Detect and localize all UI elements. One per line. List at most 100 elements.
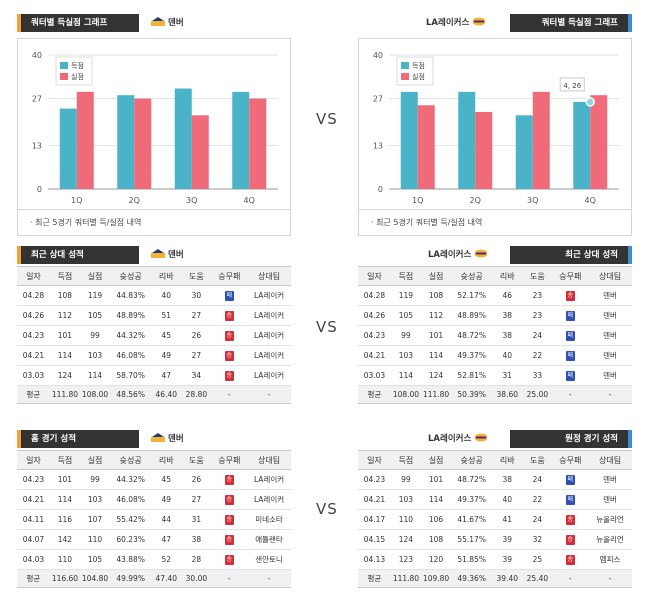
average-cell: - [247, 569, 291, 588]
average-cell: 평균 [358, 569, 391, 588]
table-cell: 110 [80, 529, 111, 550]
panel-header: 홈 경기 성적 덴버 [17, 426, 291, 448]
table-cell: 52.81% [451, 365, 493, 386]
result-badge: 승 [224, 535, 234, 545]
result-badge: 승 [224, 495, 234, 505]
x-tick-label: 1Q [412, 196, 423, 205]
table-cell: 23 [522, 285, 553, 306]
table-cell: 60.23% [110, 529, 152, 550]
average-cell: 111.80 [421, 385, 452, 404]
table-row: 04.23 99 101 48.72% 38 24 패 덴버 [358, 469, 632, 490]
bar-scored [232, 91, 250, 189]
result-badge: 패 [565, 331, 575, 341]
chart-area: 0 13 27 40 1Q 2Q 3Q 4Q 득점 실점 4, 26 [358, 38, 632, 210]
result-badge: 승 [224, 555, 234, 565]
average-cell: 평균 [17, 385, 50, 404]
result-badge: 승 [224, 351, 234, 361]
table-cell: 03.03 [17, 365, 50, 386]
table-row: 04.28 108 119 44.83% 40 30 패 LA레이커 [17, 285, 291, 306]
result-badge: 승 [565, 515, 575, 525]
opponent-cell: LA레이커 [247, 469, 291, 490]
average-cell: 49.99% [110, 569, 152, 588]
average-cell: 25.00 [522, 385, 553, 404]
table-cell: 108 [421, 285, 452, 306]
column-header: 일자 [358, 266, 391, 286]
home-table-left: 일자 득점 실점 슛성공 리바 도움 승무패 상대팀 04.23 101 99 44.32% 45 26 승… [17, 450, 291, 588]
result-badge: 패 [565, 495, 575, 505]
table-cell: 119 [80, 285, 111, 306]
x-tick-label: 3Q [527, 196, 538, 205]
team-name: LA레이커스 [428, 432, 488, 446]
bar-scored [59, 108, 77, 189]
x-tick-label: 3Q [186, 196, 197, 205]
table-cell: 04.26 [17, 305, 50, 326]
result-cell: 패 [552, 469, 589, 490]
opponent-cell: LA레이커 [247, 325, 291, 346]
legend-label: 실점 [412, 72, 425, 81]
column-header: 상대팀 [588, 450, 632, 470]
result-badge: 패 [565, 371, 575, 381]
result-cell: 패 [552, 305, 589, 326]
bar-conceded [417, 105, 435, 189]
average-cell: 111.80 [49, 385, 80, 404]
table-row: 04.03 110 105 43.88% 52 28 승 샌안토니 [17, 549, 291, 570]
column-header: 승무패 [552, 450, 589, 470]
result-cell: 승 [211, 345, 248, 366]
table-cell: 101 [421, 325, 452, 346]
average-cell: 평균 [17, 569, 50, 588]
result-cell: 승 [211, 489, 248, 510]
average-row: 평균 111.80 109.80 49.36% 39.40 25.40- - [358, 569, 632, 588]
average-cell: 49.36% [451, 569, 493, 588]
column-header: 슛성공 [451, 450, 493, 470]
table-cell: 26 [181, 469, 212, 490]
table-cell: 27 [181, 345, 212, 366]
column-header: 상대팀 [588, 266, 632, 286]
quarter-panel-left: 쿼터별 득실점 그래프 덴버 0 13 27 40 1Q 2Q 3Q 4Q 득점 실점 · 최근 … [17, 10, 291, 236]
legend-box [55, 56, 93, 86]
table-cell: 48.89% [110, 305, 152, 326]
bar-conceded [475, 111, 493, 189]
opponent-cell: LA레이커 [247, 285, 291, 306]
table-cell: 51 [151, 305, 182, 326]
table-cell: 48.72% [451, 469, 493, 490]
column-header: 리바 [492, 266, 523, 286]
average-cell: 38.60 [492, 385, 523, 404]
bar-scored [400, 91, 418, 189]
column-header: 일자 [17, 266, 50, 286]
x-tick-label: 4Q [244, 196, 255, 205]
table-cell: 108 [421, 529, 452, 550]
table-cell: 44.32% [110, 469, 152, 490]
panel-title: 홈 경기 성적 [17, 430, 139, 448]
table-cell: 22 [522, 345, 553, 366]
column-header: 실점 [421, 266, 452, 286]
table-cell: 04.23 [358, 325, 391, 346]
table-cell: 119 [390, 285, 421, 306]
table-cell: 52 [151, 549, 182, 570]
table-cell: 31 [181, 509, 212, 530]
table-cell: 124 [390, 529, 421, 550]
y-tick-label: 0 [378, 185, 383, 194]
nuggets-logo-icon [151, 17, 165, 26]
average-cell: 46.40 [151, 385, 182, 404]
average-row: 평균 116.60 104.80 49.99% 47.40 30.00- - [17, 569, 291, 588]
legend-swatch [60, 73, 68, 80]
y-tick-label: 40 [373, 51, 383, 60]
table-cell: 116 [49, 509, 80, 530]
table-row: 04.21 114 103 46.08% 49 27 승 LA레이커 [17, 489, 291, 510]
bar-conceded [249, 98, 267, 189]
table-cell: 112 [49, 305, 80, 326]
table-cell: 108 [49, 285, 80, 306]
panel-title: 원정 경기 성적 [510, 430, 632, 448]
column-header: 득점 [49, 450, 80, 470]
table-cell: 112 [421, 305, 452, 326]
panel-title: 최근 상대 성적 [17, 246, 139, 264]
opponent-cell: LA레이커 [247, 489, 291, 510]
table-cell: 142 [49, 529, 80, 550]
result-cell: 승 [211, 549, 248, 570]
table-cell: 99 [390, 469, 421, 490]
table-cell: 34 [181, 365, 212, 386]
table-cell: 46.08% [110, 345, 152, 366]
table-cell: 04.23 [17, 325, 50, 346]
opponent-cell: 덴버 [588, 305, 632, 326]
